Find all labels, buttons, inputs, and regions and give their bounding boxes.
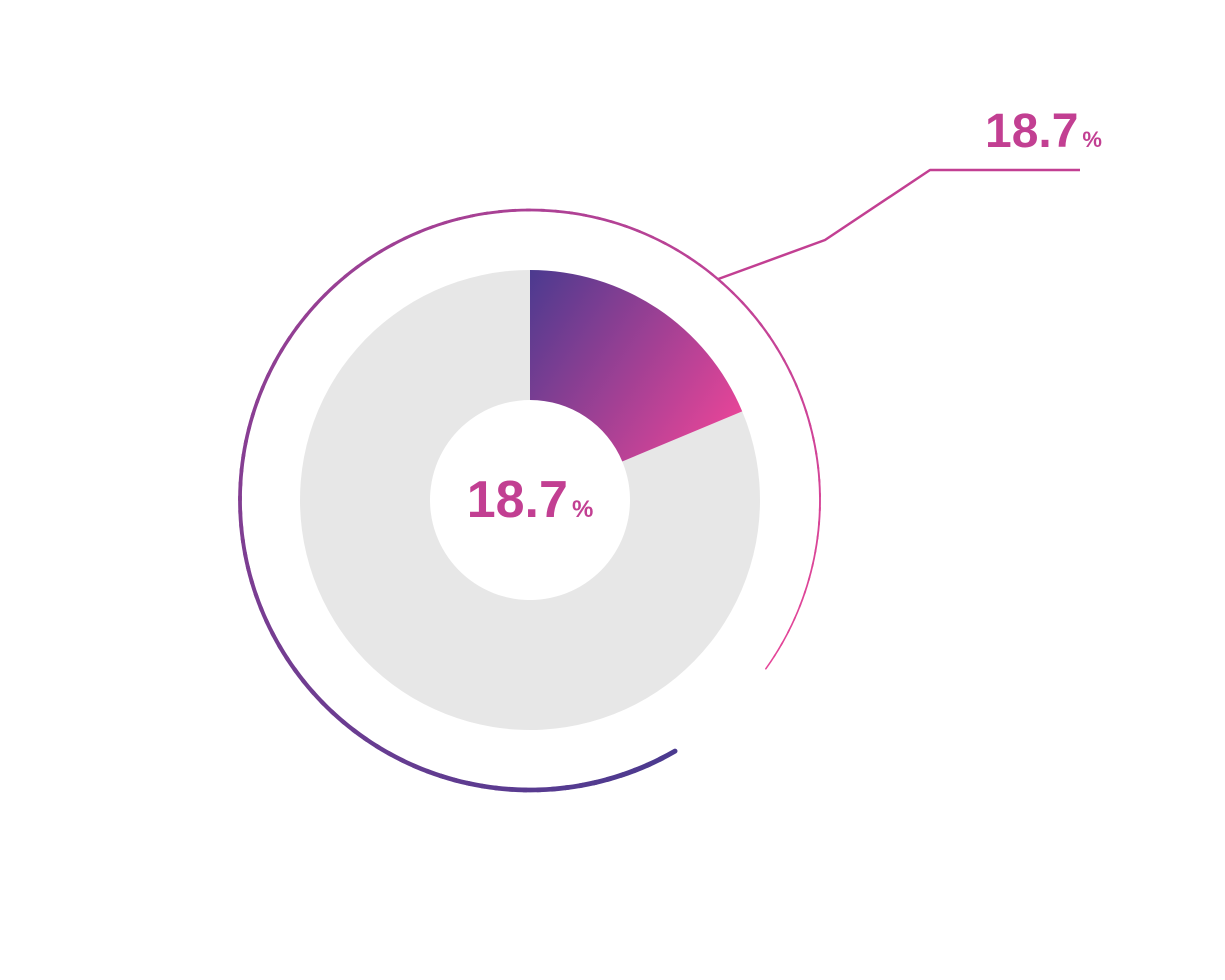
center-percent-sign: %: [572, 496, 593, 523]
callout-leader-line: [718, 170, 1080, 279]
center-percentage-label: 18.7%: [467, 474, 594, 526]
callout-value-text: 18.7: [985, 105, 1078, 158]
center-value-text: 18.7: [467, 471, 568, 529]
callout-percent-sign: %: [1082, 127, 1102, 152]
callout-percentage-label: 18.7%: [985, 108, 1102, 156]
donut-infographic: 18.7% 18.7%: [0, 0, 1225, 980]
